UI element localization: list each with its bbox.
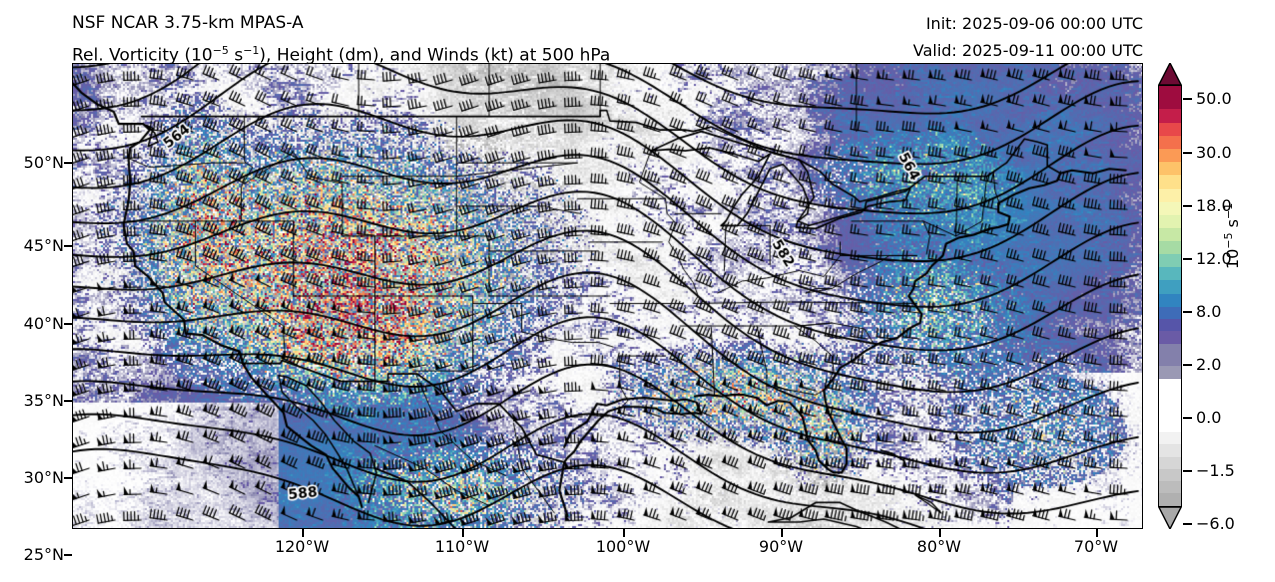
- x-tick-label-70: 70°W: [1073, 537, 1119, 556]
- y-tick-label-25: 25°N: [23, 545, 64, 564]
- x-tick-mark: [462, 529, 464, 537]
- field-title-exp1: −5: [212, 44, 229, 57]
- colorbar-segment: [1159, 293, 1181, 307]
- field-title-mid: s: [228, 45, 244, 66]
- colorbar-tick-label: −6.0: [1196, 514, 1235, 533]
- vorticity-heatmap-canvas: [73, 64, 1142, 528]
- cb-label-pre: 10: [1223, 248, 1243, 270]
- x-tick-mark: [781, 529, 783, 537]
- field-title-pre: Rel. Vorticity (10: [72, 45, 213, 66]
- y-tick-label-35: 35°N: [23, 391, 64, 410]
- colorbar-segment: [1159, 431, 1181, 445]
- y-tick-label-45: 45°N: [23, 236, 64, 255]
- colorbar-tick-mark: [1183, 205, 1192, 207]
- colorbar-segment: [1159, 241, 1181, 255]
- y-tick-mark: [64, 477, 72, 479]
- x-tick-mark: [1096, 529, 1098, 537]
- colorbar-segment: [1159, 306, 1181, 319]
- colorbar-tick-mark: [1183, 258, 1192, 260]
- init-time-label: Init: 2025-09-06 00:00 UTC: [925, 14, 1143, 33]
- colorbar-segment: [1159, 378, 1181, 432]
- y-tick-label-30: 30°N: [23, 468, 64, 487]
- colorbar-segment: [1159, 86, 1181, 109]
- colorbar-tick-label: 12.0: [1196, 249, 1232, 268]
- x-tick-label-110: 110°W: [434, 537, 490, 556]
- colorbar: 50.0 30.0 18.0 12.0 8.0 2.0 0.0 −1.5 −6.0: [1158, 63, 1235, 533]
- colorbar-under-arrow-icon: [1158, 506, 1182, 529]
- colorbar-tick-label: 8.0: [1196, 302, 1222, 321]
- colorbar-tick-label: 30.0: [1196, 143, 1232, 162]
- x-tick-mark: [939, 529, 941, 537]
- field-title-post: ), Height (dm), and Winds (kt) at 500 hP…: [259, 45, 611, 66]
- colorbar-segment: [1159, 444, 1181, 457]
- colorbar-segment: [1159, 108, 1181, 123]
- colorbar-tick-label: 2.0: [1196, 355, 1222, 374]
- colorbar-segment: [1159, 201, 1181, 215]
- colorbar-segment: [1159, 468, 1181, 482]
- map-plot-area: [72, 63, 1143, 529]
- x-tick-label-100: 100°W: [595, 537, 651, 556]
- x-tick-label-120: 120°W: [274, 537, 330, 556]
- x-tick-mark: [623, 529, 625, 537]
- field-title-exp2: −1: [243, 44, 260, 57]
- y-tick-mark: [64, 245, 72, 247]
- colorbar-segment: [1159, 319, 1181, 332]
- colorbar-segment: [1159, 493, 1181, 506]
- colorbar-segment: [1159, 136, 1181, 150]
- colorbar-tick-label: −1.5: [1196, 461, 1235, 480]
- colorbar-segment: [1159, 280, 1181, 294]
- x-tick-label-90: 90°W: [758, 537, 804, 556]
- colorbar-segment: [1159, 214, 1181, 228]
- colorbar-segment: [1159, 122, 1181, 137]
- colorbar-segment: [1159, 456, 1181, 469]
- y-tick-mark: [64, 554, 72, 556]
- x-tick-mark: [302, 529, 304, 537]
- model-title: NSF NCAR 3.75-km MPAS-A: [72, 13, 304, 33]
- colorbar-segment: [1159, 188, 1181, 202]
- y-tick-label-50: 50°N: [23, 153, 64, 172]
- cb-label-exp1: −5: [1221, 232, 1235, 249]
- colorbar-tick-mark: [1183, 417, 1192, 419]
- colorbar-over-arrow-icon: [1158, 63, 1182, 86]
- colorbar-tick-label: 50.0: [1196, 89, 1232, 108]
- colorbar-tick-mark: [1183, 364, 1192, 366]
- colorbar-segment: [1159, 267, 1181, 281]
- colorbar-segment: [1159, 366, 1181, 379]
- y-tick-mark: [64, 162, 72, 164]
- y-tick-mark: [64, 400, 72, 402]
- colorbar-segment: [1159, 149, 1181, 163]
- figure-title-right: Init: 2025-09-06 00:00 UTC Valid: 2025-0…: [913, 10, 1143, 64]
- colorbar-tick-mark: [1183, 523, 1192, 525]
- colorbar-tick-mark: [1183, 152, 1192, 154]
- colorbar-tick-label: 0.0: [1196, 408, 1222, 427]
- x-tick-label-80: 80°W: [916, 537, 962, 556]
- colorbar-tick-label: 18.0: [1196, 196, 1232, 215]
- y-tick-label-40: 40°N: [23, 314, 64, 333]
- colorbar-segment: [1159, 254, 1181, 268]
- field-title: Rel. Vorticity (10−5 s−1), Height (dm), …: [72, 37, 772, 70]
- colorbar-segment: [1159, 162, 1181, 176]
- colorbar-segment: [1159, 227, 1181, 242]
- colorbar-tick-mark: [1183, 311, 1192, 313]
- cb-label-mid: s: [1223, 219, 1243, 233]
- colorbar-tick-mark: [1183, 98, 1192, 100]
- cb-label-exp2: −1: [1221, 202, 1235, 220]
- y-tick-mark: [64, 323, 72, 325]
- colorbar-tick-mark: [1183, 470, 1192, 472]
- colorbar-segment: [1159, 343, 1181, 367]
- colorbar-segment: [1159, 331, 1181, 344]
- colorbar-gradient: [1158, 85, 1182, 507]
- colorbar-axis-label: 10−5 s−1: [1222, 203, 1242, 269]
- valid-time-label: Valid: 2025-09-11 00:00 UTC: [912, 41, 1143, 60]
- colorbar-segment: [1159, 481, 1181, 494]
- figure-title-left: NSF NCAR 3.75-km MPAS-A Rel. Vorticity (…: [72, 10, 772, 70]
- colorbar-segment: [1159, 175, 1181, 189]
